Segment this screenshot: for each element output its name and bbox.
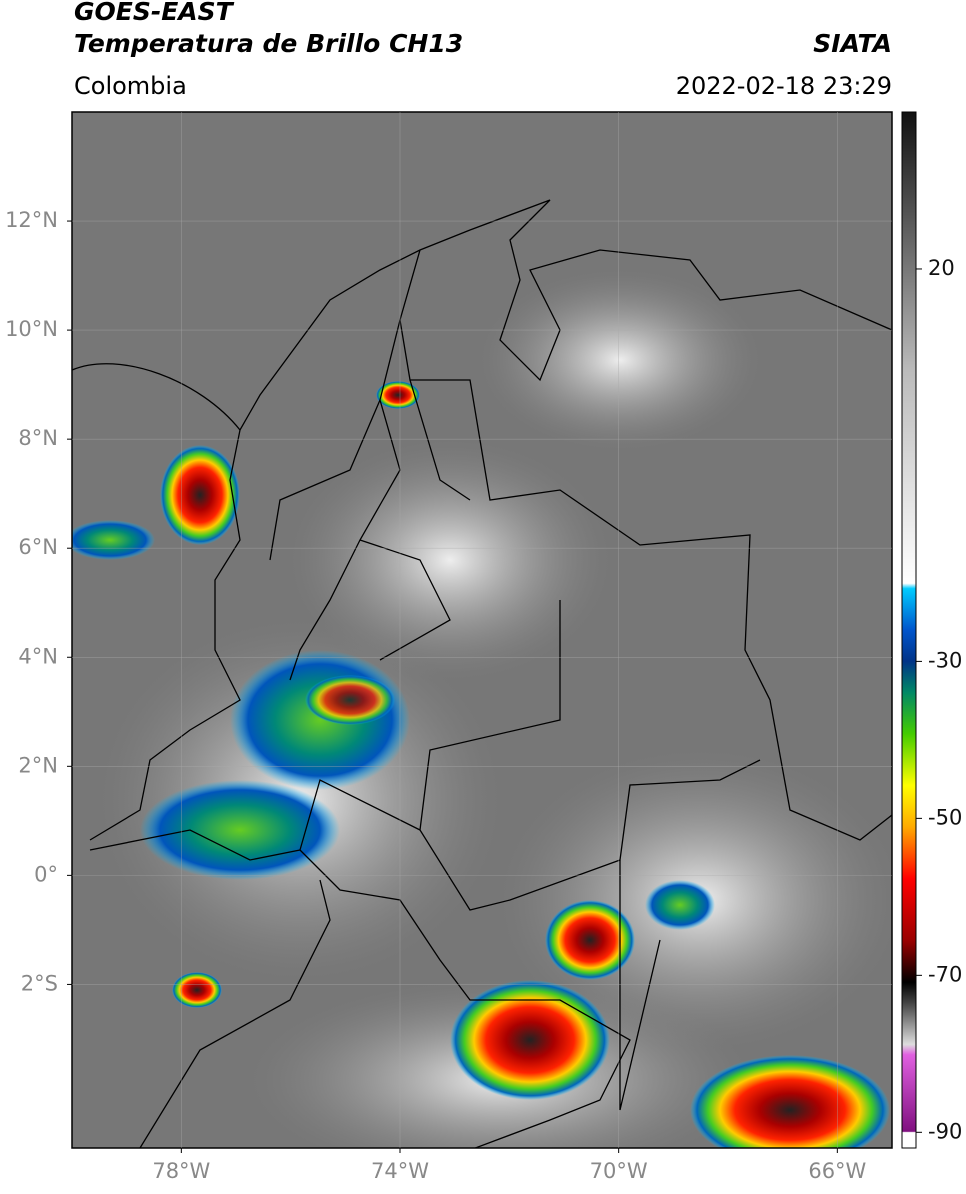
colorbar-tick-label: -50: [928, 805, 962, 829]
storm: [305, 675, 395, 725]
storm: [450, 980, 610, 1100]
cloud: [480, 270, 760, 450]
y-tick-label: 12°N: [5, 208, 58, 232]
x-tick-label: 66°W: [808, 1159, 866, 1183]
subtitle: Temperatura de Brillo CH13: [74, 29, 463, 58]
storm: [376, 381, 420, 409]
y-tick-label: 2°N: [18, 753, 58, 777]
satellite-image: [72, 112, 892, 1148]
cold-cloud: [72, 520, 155, 560]
y-tick-label: 0°: [34, 862, 58, 886]
storm: [690, 1055, 890, 1148]
x-tick-label: 74°W: [371, 1159, 429, 1183]
datetime: 2022-02-18 23:29: [676, 72, 892, 100]
storm: [172, 972, 222, 1008]
x-tick-label: 70°W: [590, 1159, 648, 1183]
y-tick-label: 6°N: [18, 535, 58, 559]
y-tick-label: 4°N: [18, 644, 58, 668]
cold-cloud: [645, 880, 715, 930]
colorbar-tick-label: -90: [928, 1119, 962, 1143]
y-tick-label: 10°N: [5, 317, 58, 341]
borders: [72, 199, 892, 1148]
map-frame: [71, 111, 893, 1149]
storm: [160, 445, 240, 545]
y-tick-label: 2°S: [21, 971, 58, 995]
storm: [545, 900, 635, 980]
colorbar: [901, 111, 917, 1149]
cold-cloud: [140, 780, 340, 880]
title: GOES-EAST: [74, 0, 235, 26]
ticks: 78°W 74°W 70°W 66°W 12°N 10°N 8°N 6°N 4°N 2°N 0° 2°…: [5, 112, 962, 1183]
cloud: [290, 440, 610, 680]
colorbar-tick-label: 20: [928, 256, 955, 280]
colorbar-tick-label: -70: [928, 962, 962, 986]
source: SIATA: [813, 29, 892, 58]
colorbar-tick-label: -30: [928, 648, 962, 672]
y-tick-label: 8°N: [18, 426, 58, 450]
region: Colombia: [74, 72, 187, 100]
cold-cloud: [230, 650, 410, 790]
x-tick-label: 78°W: [152, 1159, 210, 1183]
